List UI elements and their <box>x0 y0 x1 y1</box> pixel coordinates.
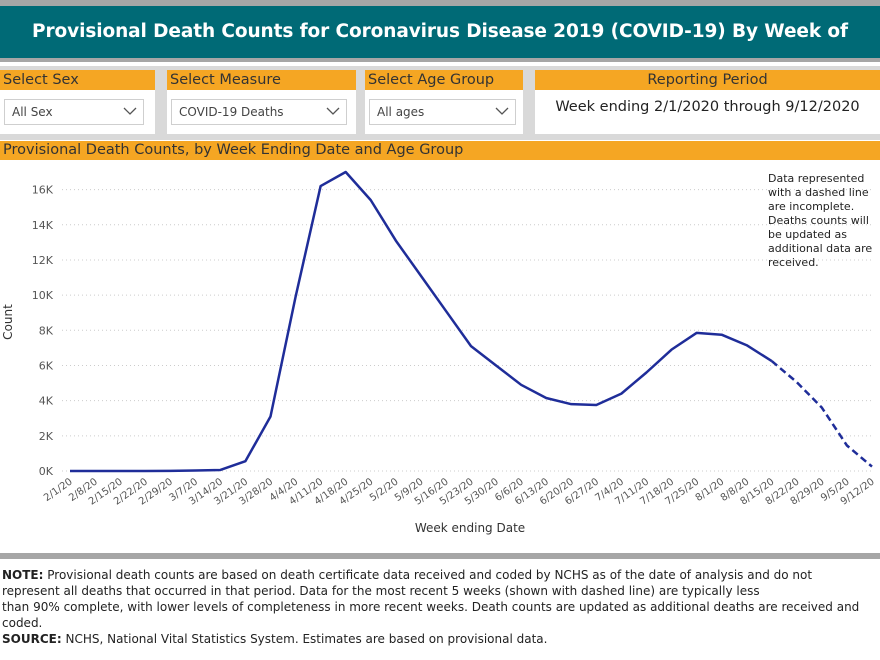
title-bar: Provisional Death Counts for Coronavirus… <box>0 6 880 94</box>
note-line-2: represent all deaths that occurred in th… <box>2 584 760 598</box>
reporting-period: Reporting Period Week ending 2/1/2020 th… <box>535 70 880 134</box>
slicer-age-group: Select Age Group All ages <box>365 70 523 134</box>
source-text: NCHS, National Vital Statistics System. … <box>65 632 548 646</box>
y-tick-label: 10K <box>32 289 54 302</box>
note-line-1: Provisional death counts are based on de… <box>47 568 813 582</box>
series-layer <box>70 170 873 473</box>
slicer-measure: Select Measure COVID-19 Deaths <box>167 70 356 134</box>
chart-note: Data represented with a dashed line are … <box>768 172 873 269</box>
y-tick-label: 16K <box>32 184 54 197</box>
slicer-sex: Select Sex All Sex <box>0 70 155 134</box>
chevron-down-icon <box>326 107 340 115</box>
chevron-down-icon <box>123 107 137 115</box>
y-tick-label: 2K <box>39 430 54 443</box>
series-line-complete <box>70 170 773 473</box>
y-tick-label: 14K <box>32 219 54 232</box>
x-axis-label: Week ending Date <box>415 521 525 535</box>
footer-notes: NOTE: Provisional death counts are based… <box>2 567 878 647</box>
chart-section-title: Provisional Death Counts, by Week Ending… <box>0 141 880 160</box>
note-line-4: coded. <box>2 616 43 630</box>
source-label: SOURCE: <box>2 632 62 646</box>
slicer-measure-label: Select Measure <box>167 70 356 90</box>
y-tick-labels: 0K 2K 4K 6K 8K 10K 12K 14K 16K <box>32 184 54 478</box>
x-tick-labels: 2/1/202/8/202/15/202/22/202/29/203/7/203… <box>42 476 877 507</box>
y-tick-label: 8K <box>39 324 54 337</box>
y-tick-label: 0K <box>39 465 54 478</box>
sex-dropdown[interactable]: All Sex <box>4 99 144 125</box>
note-label: NOTE: <box>2 568 44 582</box>
slicer-sex-label: Select Sex <box>0 70 155 90</box>
reporting-period-value: Week ending 2/1/2020 through 9/12/2020 <box>555 99 860 115</box>
reporting-period-label: Reporting Period <box>535 70 880 90</box>
slicer-age-group-label: Select Age Group <box>365 70 523 90</box>
age-group-dropdown[interactable]: All ages <box>369 99 516 125</box>
measure-dropdown-value: COVID-19 Deaths <box>179 105 284 119</box>
series-line-incomplete <box>770 360 873 468</box>
y-axis-label: Count <box>1 304 15 340</box>
chevron-down-icon <box>495 107 509 115</box>
grid-layer <box>62 189 872 472</box>
y-tick-label: 12K <box>32 254 54 267</box>
y-tick-label: 4K <box>39 395 54 408</box>
bottom-border <box>0 553 880 559</box>
line-chart: 0K 2K 4K 6K 8K 10K 12K 14K 16K 2/1/202/8/202/15/… <box>1 170 877 535</box>
age-group-dropdown-value: All ages <box>377 105 425 119</box>
sex-dropdown-value: All Sex <box>12 105 53 119</box>
measure-dropdown[interactable]: COVID-19 Deaths <box>171 99 347 125</box>
y-tick-label: 6K <box>39 359 54 372</box>
page-title: Provisional Death Counts for Coronavirus… <box>32 21 848 94</box>
top-border <box>0 0 880 6</box>
note-line-3: than 90% complete, with lower levels of … <box>2 600 860 614</box>
